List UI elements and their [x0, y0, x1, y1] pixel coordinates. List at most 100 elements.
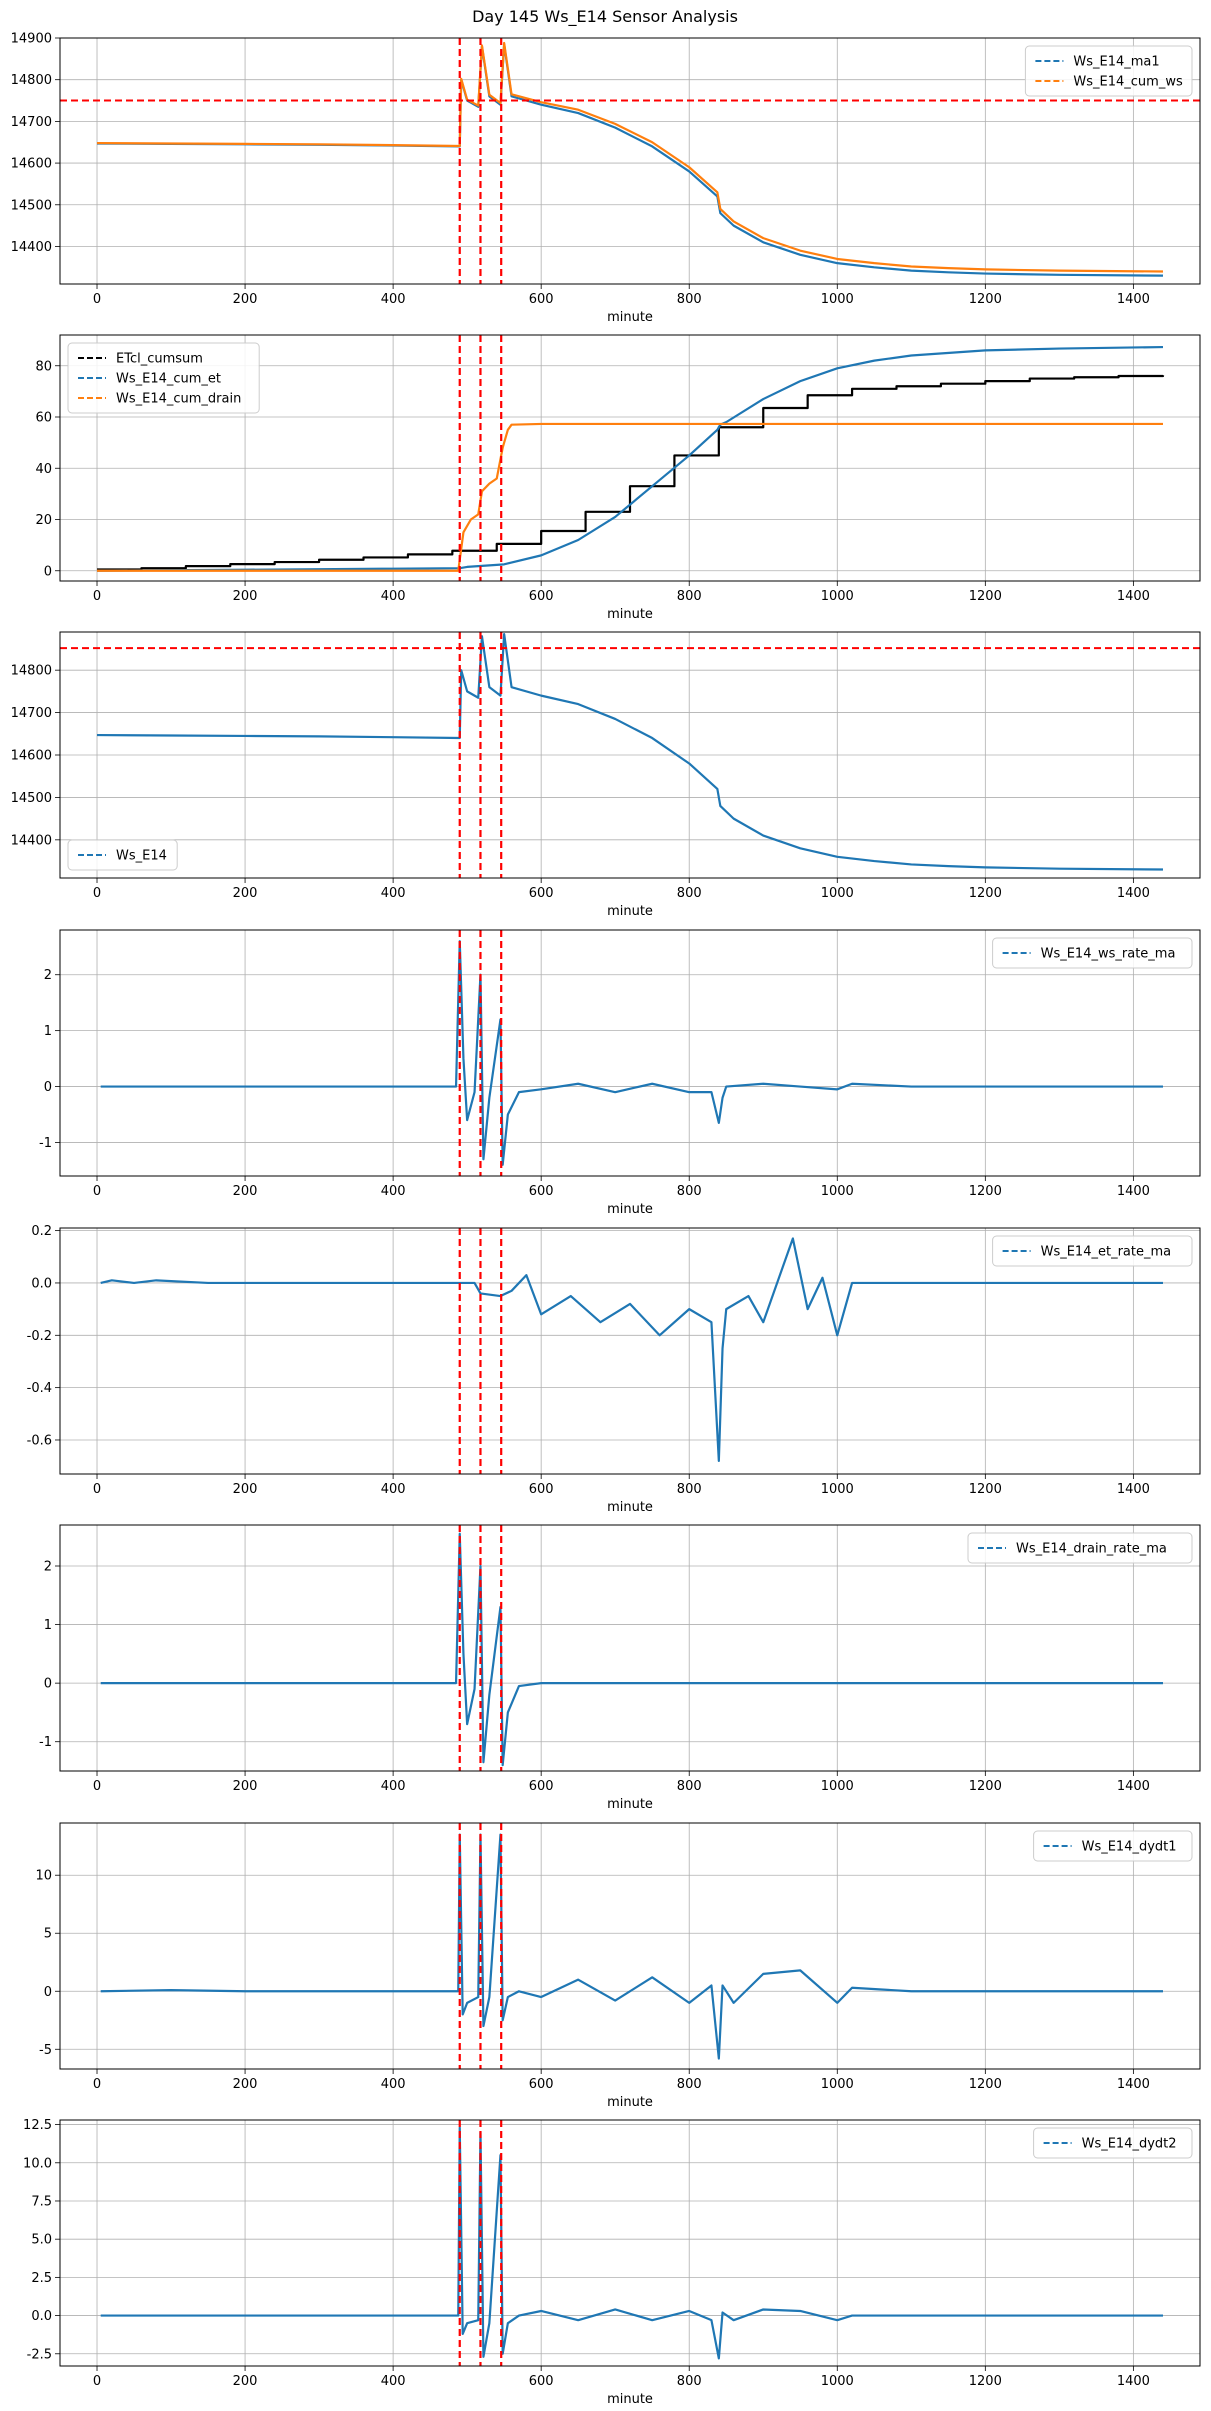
plot-area — [60, 1823, 1200, 2069]
x-tick-label: 1400 — [1117, 1184, 1150, 1199]
x-tick-label: 400 — [381, 589, 406, 604]
plot-lines — [97, 335, 1165, 581]
y-tick-label: 7.5 — [31, 2194, 52, 2209]
y-tick-label: 14900 — [11, 32, 52, 47]
x-tick-label: 200 — [233, 1482, 258, 1497]
legend-box — [1033, 1830, 1193, 1862]
series-line-Ws_E14 — [97, 633, 1163, 871]
figure-title: Day 145 Ws_E14 Sensor Analysis — [472, 7, 738, 27]
series-line-ETcl_cumsum — [97, 374, 1165, 571]
x-tick-label: 1000 — [821, 2077, 854, 2092]
legend-label: Ws_E14_drain_rate_ma — [1016, 1542, 1167, 1557]
y-tick-label: 0.0 — [31, 2309, 52, 2324]
x-tick-label: 1200 — [969, 589, 1002, 604]
legend-label: ETcl_cumsum — [116, 352, 203, 367]
x-tick-label: 400 — [381, 1779, 406, 1794]
legend-label: Ws_E14_ws_rate_ma — [1041, 947, 1176, 962]
series-line-Ws_E14_drain_rate_ma — [100, 1532, 1163, 1767]
chart-panel-8: 0 200 400 600 800 1000 1200 1400 -2.5 0.0 2.5 5.0 7.… — [23, 2118, 1201, 2407]
y-tick-label: -1 — [39, 1136, 52, 1151]
x-tick-label: 1400 — [1117, 2077, 1150, 2092]
y-tick-label: 14600 — [11, 749, 52, 764]
plot-area — [60, 2120, 1200, 2366]
x-tick-label: 600 — [529, 2374, 554, 2389]
y-tick-label: 14800 — [11, 73, 52, 88]
x-tick-label: 400 — [381, 292, 406, 307]
x-tick-label: 0 — [93, 1482, 101, 1497]
x-tick-label: 200 — [233, 886, 258, 901]
x-tick-label: 1200 — [969, 2374, 1002, 2389]
x-tick-label: 400 — [381, 2077, 406, 2092]
plot-lines — [100, 2120, 1163, 2366]
legend-box — [67, 839, 178, 871]
x-tick-label: 600 — [529, 1779, 554, 1794]
legend-label: Ws_E14_dydt2 — [1082, 2137, 1177, 2152]
panels: 0 200 400 600 800 1000 1200 1400144001450014600… — [11, 32, 1201, 2407]
plot-frame — [59, 334, 1201, 582]
x-tick-label: 600 — [529, 292, 554, 307]
legend-label: Ws_E14_ma1 — [1073, 55, 1159, 70]
x-tick-label: 1400 — [1117, 292, 1150, 307]
chart-panel-6: 0 200 400 600 800 1000 1200 1400 -1 0 1 2 minute Ws_E… — [39, 1524, 1201, 1812]
y-tick-label: 14500 — [11, 198, 52, 213]
x-tick-label: 800 — [677, 2374, 702, 2389]
x-tick-label: 800 — [677, 292, 702, 307]
x-tick-label: 0 — [93, 2374, 101, 2389]
x-tick-label: 0 — [93, 886, 101, 901]
legend: Ws_E14_drain_rate_ma — [967, 1532, 1193, 1564]
y-tick-label: 5.0 — [31, 2233, 52, 2248]
y-tick-label: 12.5 — [23, 2118, 52, 2133]
plot-frame — [59, 2119, 1201, 2367]
x-tick-label: 1000 — [821, 589, 854, 604]
y-tick-label: 14700 — [11, 115, 52, 130]
legend-label: Ws_E14_cum_drain — [116, 392, 241, 407]
series-line-Ws_E14_ws_rate_ma — [100, 940, 1163, 1166]
x-tick-label: 800 — [677, 1779, 702, 1794]
chart-panel-1: 0 200 400 600 800 1000 1200 1400 14400 14500 14600… — [11, 32, 1201, 325]
x-tick-label: 400 — [381, 2374, 406, 2389]
legend-label: Ws_E14_cum_et — [116, 372, 221, 387]
x-tick-label: 600 — [529, 589, 554, 604]
x-tick-label: 400 — [381, 1482, 406, 1497]
y-tick-label: 1 — [44, 1024, 52, 1039]
x-axis-label: minute — [607, 1202, 653, 1217]
x-tick-label: 0 — [93, 1779, 101, 1794]
legend: Ws_E14_et_rate_ma — [992, 1235, 1193, 1267]
x-tick-label: 800 — [677, 589, 702, 604]
plot-lines — [100, 930, 1163, 1176]
x-tick-label: 0 — [93, 2077, 101, 2092]
plot-lines — [100, 1228, 1163, 1474]
y-tick-label: 10 — [35, 1869, 52, 1884]
x-tick-label: 200 — [233, 1779, 258, 1794]
y-tick-label: 40 — [35, 462, 52, 477]
y-tick-label: -2.5 — [27, 2347, 52, 2362]
chart-panel-2: 0 200 400 600 800 1000 1200 1400 0 20 40 60 80 minute… — [35, 334, 1201, 622]
y-tick-label: 2 — [44, 968, 52, 983]
x-tick-label: 1200 — [969, 1779, 1002, 1794]
series-line-Ws_E14_cum_et — [97, 345, 1164, 572]
y-tick-label: 10.0 — [23, 2156, 52, 2171]
plot-lines — [100, 1525, 1163, 1771]
x-tick-label: 1000 — [821, 2374, 854, 2389]
y-tick-label: 0 — [44, 564, 52, 579]
plot-lines — [60, 38, 1200, 284]
x-tick-label: 1400 — [1117, 1482, 1150, 1497]
y-tick-label: 0 — [44, 1080, 52, 1095]
plot-frame — [59, 1227, 1201, 1475]
x-tick-label: 200 — [233, 2077, 258, 2092]
legend: Ws_E14_dydt2 — [1033, 2127, 1193, 2159]
x-tick-label: 800 — [677, 1482, 702, 1497]
chart-panel-3: 0 200 400 600 800 1000 1200 1400 14400 14500 14600… — [11, 631, 1201, 919]
plot-area — [60, 1228, 1200, 1474]
x-tick-label: 200 — [233, 2374, 258, 2389]
y-tick-label: 14600 — [11, 157, 52, 172]
x-tick-label: 1000 — [821, 1184, 854, 1199]
x-tick-label: 1200 — [969, 1482, 1002, 1497]
x-tick-label: 1400 — [1117, 886, 1150, 901]
y-tick-label: 14700 — [11, 706, 52, 721]
plot-frame — [59, 1524, 1201, 1772]
y-tick-label: 0.2 — [31, 1224, 52, 1239]
x-tick-label: 1000 — [821, 1482, 854, 1497]
plot-frame — [59, 631, 1201, 879]
